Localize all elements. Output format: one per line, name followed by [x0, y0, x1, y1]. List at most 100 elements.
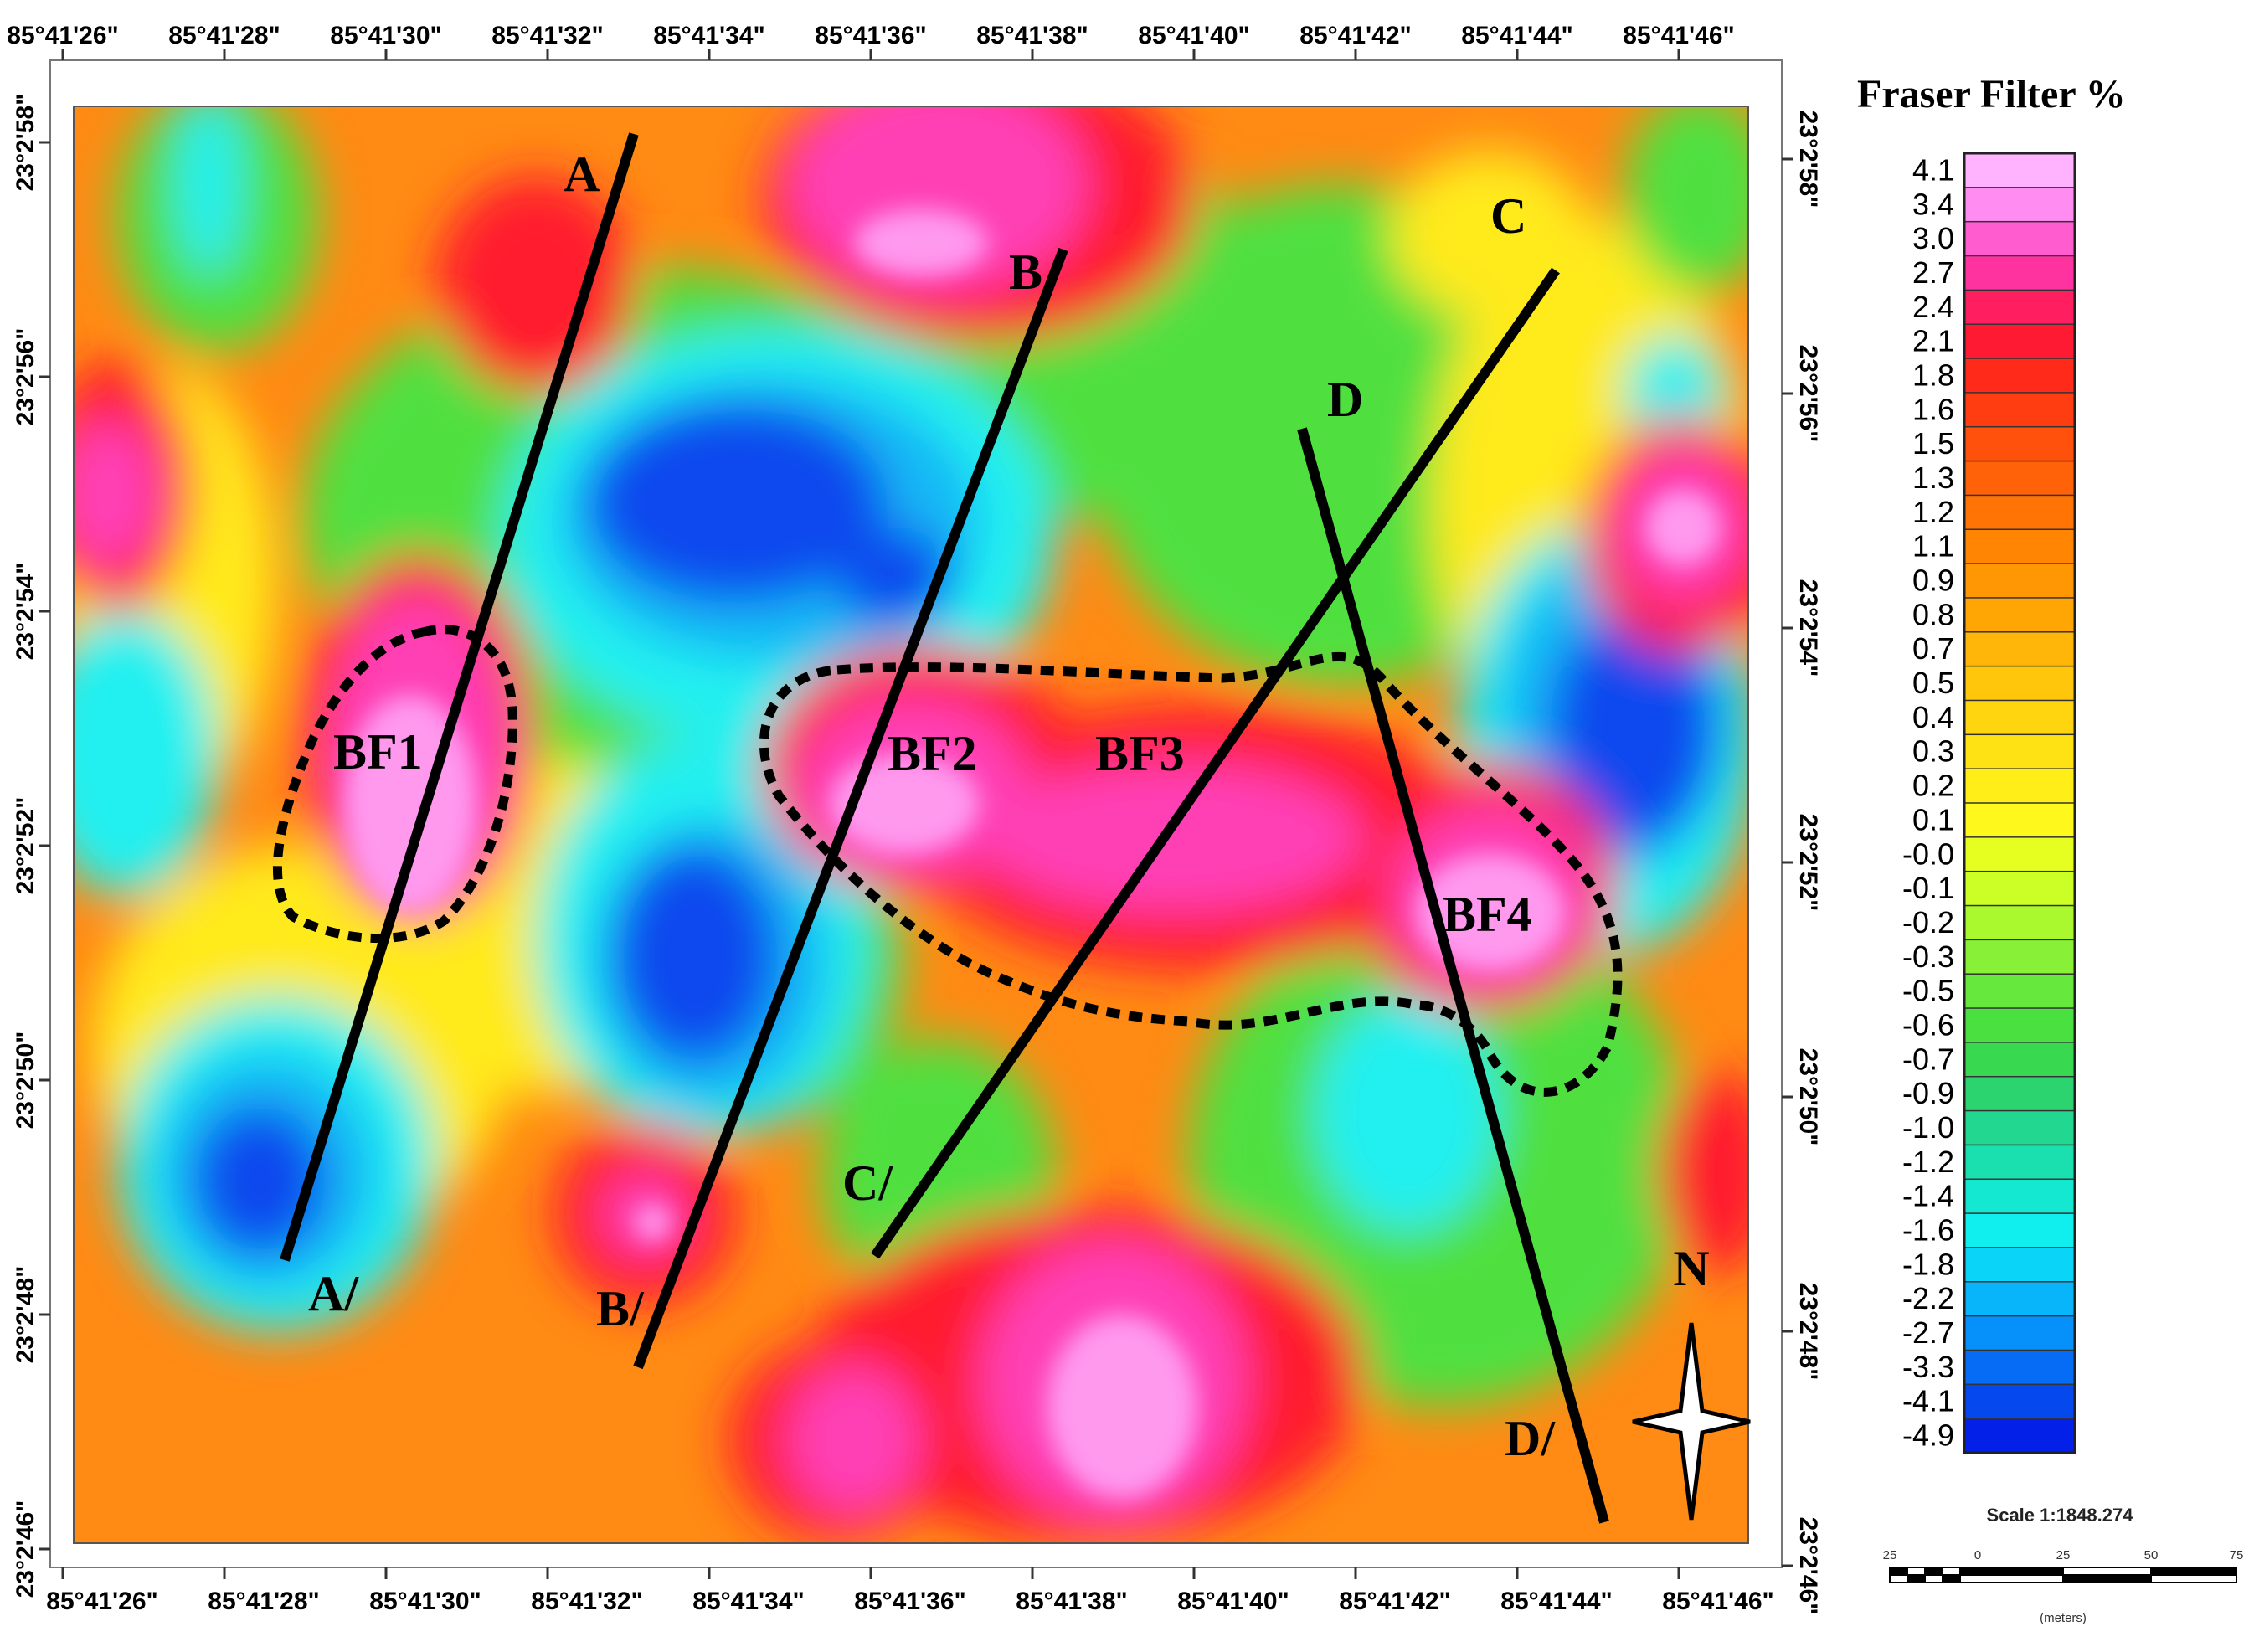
legend-value-label: -2.2 — [1902, 1281, 1954, 1315]
legend-swatch — [1963, 528, 2076, 565]
legend-value-label: 0.1 — [1912, 802, 1954, 836]
map-frame — [73, 106, 1749, 1544]
legend-value-label: 0.2 — [1912, 769, 1954, 803]
legend-value-label: -0.9 — [1902, 1076, 1954, 1110]
legend-value-label: -1.4 — [1902, 1179, 1954, 1213]
scale-text: Scale 1:1848.274 — [1987, 1505, 2134, 1526]
legend-value-label: 4.1 — [1912, 152, 1954, 187]
legend-swatch — [1963, 1418, 2076, 1454]
bottom-lon-label: 85°41'26" — [46, 1588, 157, 1615]
legend-swatch — [1963, 152, 2076, 189]
legend: Fraser Filter % 4.13.43.02.72.42.11.81.6… — [1857, 72, 2126, 1454]
legend-value-label: 0.3 — [1912, 734, 1954, 769]
scale-tick-label: 25 — [1883, 1548, 1897, 1562]
scale-tick-label: 0 — [1974, 1548, 1981, 1562]
profile-label-c: C — [1490, 188, 1526, 244]
legend-value-label: -2.7 — [1902, 1315, 1954, 1350]
left-lat-label: 23°2'52" — [12, 797, 39, 895]
legend-swatch — [1963, 836, 2076, 873]
bottom-lon-label: 85°41'32" — [531, 1588, 642, 1615]
zone-label-bf1: BF1 — [333, 724, 423, 780]
right-lat-label: 23°2'46" — [1794, 1517, 1822, 1615]
profile-label-a-prime: A/ — [308, 1266, 359, 1321]
map-neatline — [49, 59, 1783, 1568]
bottom-lon-label: 85°41'36" — [854, 1588, 965, 1615]
legend-value-label: -4.9 — [1902, 1418, 1954, 1453]
bottom-longitude-labels: 85°41'26" 85°41'28" 85°41'30" 85°41'32" … — [46, 1588, 1773, 1615]
top-lon-label: 85°41'34" — [653, 22, 764, 49]
legend-value-label: 2.7 — [1912, 255, 1954, 290]
legend-value-label: -0.6 — [1902, 1007, 1954, 1042]
top-lon-label: 85°41'28" — [168, 22, 280, 49]
legend-frame — [1963, 152, 2076, 1454]
legend-swatch — [1963, 802, 2076, 839]
bottom-lon-label: 85°41'38" — [1016, 1588, 1127, 1615]
legend-swatch — [1963, 1042, 2076, 1078]
legend-swatch — [1963, 563, 2076, 600]
legend-value-label: 0.4 — [1912, 700, 1954, 734]
profile-line-d — [1297, 427, 1609, 1524]
profile-label-a: A — [564, 147, 600, 202]
legend-swatch — [1963, 358, 2076, 394]
top-lon-label: 85°41'44" — [1461, 22, 1572, 49]
legend-value-label: 1.6 — [1912, 392, 1954, 426]
legend-swatch — [1963, 1247, 2076, 1284]
legend-swatch — [1963, 768, 2076, 805]
scale-tick-label: 75 — [2230, 1548, 2244, 1562]
profile-label-b-prime: B/ — [596, 1281, 645, 1336]
profile-label-d: D — [1327, 372, 1363, 427]
legend-value-label: -1.6 — [1902, 1213, 1954, 1248]
top-lon-label: 85°41'46" — [1623, 22, 1734, 49]
right-lat-label: 23°2'52" — [1794, 814, 1822, 912]
legend-swatch — [1963, 392, 2076, 429]
legend-swatch — [1963, 323, 2076, 360]
legend-swatch — [1963, 494, 2076, 531]
legend-swatch — [1963, 1144, 2076, 1181]
legend-swatch — [1963, 187, 2076, 224]
bottom-lon-label: 85°41'44" — [1500, 1588, 1612, 1615]
top-lon-label: 85°41'36" — [815, 22, 926, 49]
left-lat-label: 23°2'48" — [12, 1266, 39, 1364]
bf2-bf3-bf4-boundary — [759, 652, 1623, 1097]
legend-value-label: -3.3 — [1902, 1350, 1954, 1384]
north-label: N — [1673, 1241, 1709, 1296]
legend-value-label: 2.4 — [1912, 290, 1954, 324]
profile-lines — [280, 132, 1609, 1524]
legend-swatch — [1963, 255, 2076, 291]
right-lat-label: 23°2'50" — [1794, 1048, 1822, 1146]
scale-tick-label: 25 — [2056, 1548, 2071, 1562]
top-lon-label: 85°41'32" — [491, 22, 603, 49]
legend-swatch — [1963, 460, 2076, 497]
legend-swatch — [1963, 1281, 2076, 1317]
legend-swatch — [1963, 1109, 2076, 1146]
left-latitude-labels: 23°2'58" 23°2'56" 23°2'54" 23°2'52" 23°2… — [12, 94, 39, 1598]
right-lat-label: 23°2'48" — [1794, 1283, 1822, 1381]
legend-value-label: 0.7 — [1912, 631, 1954, 666]
legend-value-label: 1.8 — [1912, 358, 1954, 392]
profile-labels: A A/ B B/ C C/ D D/ — [308, 147, 1556, 1466]
legend-value-label: 1.2 — [1912, 495, 1954, 529]
legend-swatch — [1963, 1178, 2076, 1215]
bottom-lon-label: 85°41'46" — [1662, 1588, 1773, 1615]
scale-bar: Scale 1:1848.274 25 0 25 50 75 (meters) — [1883, 1505, 2244, 1625]
legend-value-label: -0.7 — [1902, 1042, 1954, 1076]
profile-label-d-prime: D/ — [1505, 1411, 1556, 1466]
zone-label-bf3: BF3 — [1095, 726, 1185, 781]
frame-ticks — [39, 49, 1793, 1579]
profile-line-b — [633, 247, 1068, 1370]
legend-value-label: 0.9 — [1912, 564, 1954, 598]
right-lat-label: 23°2'54" — [1794, 579, 1822, 677]
legend-value-label: -4.1 — [1902, 1384, 1954, 1418]
profile-label-b: B — [1009, 244, 1042, 300]
legend-swatch — [1963, 289, 2076, 326]
right-latitude-labels: 23°2'58" 23°2'56" 23°2'54" 23°2'52" 23°2… — [1794, 111, 1822, 1615]
top-lon-label: 85°41'30" — [330, 22, 441, 49]
legend-swatch — [1963, 1007, 2076, 1044]
left-lat-label: 23°2'46" — [12, 1500, 39, 1598]
bottom-lon-label: 85°41'42" — [1339, 1588, 1450, 1615]
legend-swatch — [1963, 1315, 2076, 1351]
legend-value-label: 1.5 — [1912, 426, 1954, 461]
left-lat-label: 23°2'50" — [12, 1032, 39, 1130]
left-lat-label: 23°2'54" — [12, 563, 39, 661]
right-lat-label: 23°2'58" — [1794, 111, 1822, 208]
